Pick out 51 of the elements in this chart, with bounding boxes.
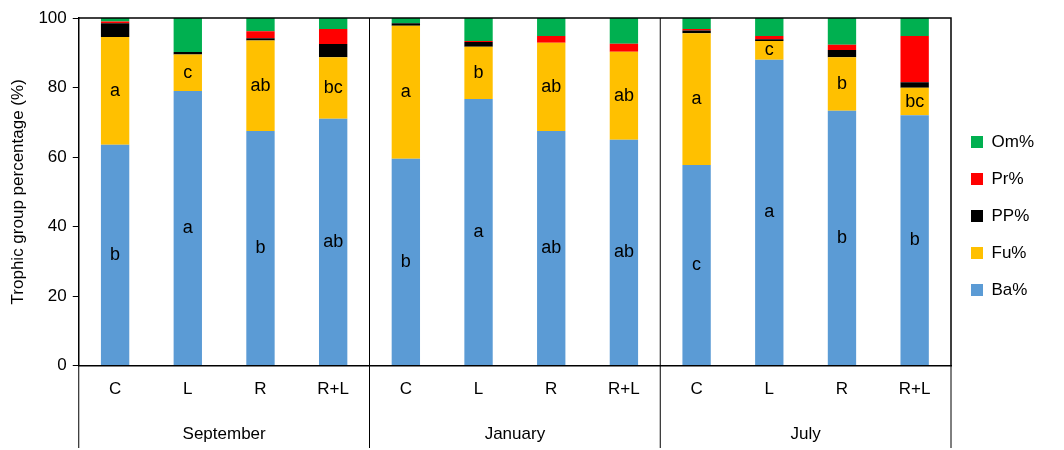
x-tick-label: R xyxy=(545,379,558,399)
text: January xyxy=(484,423,546,443)
x-tick-label: L xyxy=(473,379,484,399)
x-tick-label: C xyxy=(108,379,122,399)
y-tick-label: 80 xyxy=(47,77,67,97)
annotation: b xyxy=(473,61,484,82)
annotation: ab xyxy=(323,230,344,251)
annotation: c xyxy=(692,254,702,275)
annotation: b xyxy=(255,237,266,257)
x-tick-label: R+L xyxy=(608,379,640,399)
x-tick-label: R xyxy=(254,379,267,399)
annotation: a xyxy=(473,221,485,242)
y-tick-label: 100 xyxy=(38,7,67,27)
x-tick-label: R+L xyxy=(317,379,349,399)
annotation: a xyxy=(764,201,776,222)
annotation: a xyxy=(182,217,194,238)
annotation: ab xyxy=(541,237,562,257)
annotation: b xyxy=(110,243,121,264)
annotation: c xyxy=(764,39,774,60)
annotation: ab xyxy=(613,84,634,105)
annotation: b xyxy=(400,250,411,271)
text: July xyxy=(790,423,822,443)
x-tick-label: L xyxy=(183,379,193,399)
annotation: bc xyxy=(323,77,343,98)
y-tick-label: 60 xyxy=(47,146,67,166)
legend-label: PP% xyxy=(991,205,1030,225)
x-tick-label: R xyxy=(835,379,849,399)
annotation: b xyxy=(836,73,847,94)
legend-label: Fu% xyxy=(991,242,1027,262)
legend-label: Ba% xyxy=(991,279,1028,299)
y-tick-label: 40 xyxy=(47,216,67,236)
y-tick-label: 0 xyxy=(57,355,67,375)
legend-label: Om% xyxy=(991,131,1034,151)
annotation: b xyxy=(836,226,847,247)
annotation: a xyxy=(400,81,412,102)
annotation: a xyxy=(691,88,703,109)
annotation: ab xyxy=(541,75,562,96)
text: September xyxy=(182,423,267,443)
annotation: a xyxy=(110,79,122,100)
legend-label: Pr% xyxy=(991,168,1024,188)
y-axis-title: Trophic group percentage (%) xyxy=(7,79,27,305)
annotation: c xyxy=(183,61,193,82)
y-tick-label: 20 xyxy=(47,285,67,305)
annotation: bc xyxy=(905,90,925,111)
annotation: ab xyxy=(250,74,271,95)
annotation: ab xyxy=(613,241,634,262)
x-tick-label: R+L xyxy=(898,379,931,399)
x-tick-label: L xyxy=(764,379,775,399)
x-tick-label: C xyxy=(399,379,412,399)
annotation: b xyxy=(909,229,920,250)
x-tick-label: C xyxy=(690,379,703,399)
